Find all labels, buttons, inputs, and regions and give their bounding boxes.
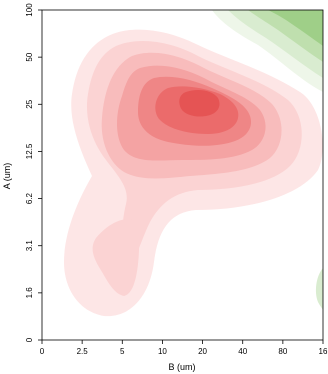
x-tick-label: 40	[238, 347, 247, 356]
x-tick-label: 80	[278, 347, 287, 356]
y-tick-label: 6.2	[25, 192, 34, 204]
green-contour-edge-low	[315, 268, 323, 310]
x-tick-label: 5	[120, 347, 125, 356]
density-layer	[64, 10, 323, 317]
y-tick-label: 3.1	[25, 240, 34, 252]
y-axis-title: A (um)	[2, 163, 12, 190]
y-tick-label: 25	[25, 99, 34, 108]
red-contour-secondary	[92, 219, 140, 296]
y-tick-label: 1.6	[25, 287, 34, 299]
x-tick-label: 2.5	[77, 347, 89, 356]
x-tick-label: 20	[198, 347, 207, 356]
x-axis: 0 2.5 5 10 20 40 80 16	[40, 340, 328, 356]
x-tick-label: 10	[158, 347, 167, 356]
y-axis: 0 1.6 3.1 6.2 12.5 25 50 100	[25, 3, 42, 342]
x-tick-label: 16	[319, 347, 328, 356]
y-tick-label: 100	[25, 3, 34, 17]
y-tick-label: 12.5	[25, 143, 34, 159]
plot-frame	[41, 9, 324, 341]
y-tick-label: 50	[25, 52, 34, 61]
x-axis-title: B (um)	[169, 362, 196, 372]
red-contour-level-7-peak	[179, 90, 220, 117]
green-contour-level-4	[268, 10, 323, 46]
x-tick-label: 0	[40, 347, 45, 356]
y-tick-label: 0	[25, 337, 34, 342]
